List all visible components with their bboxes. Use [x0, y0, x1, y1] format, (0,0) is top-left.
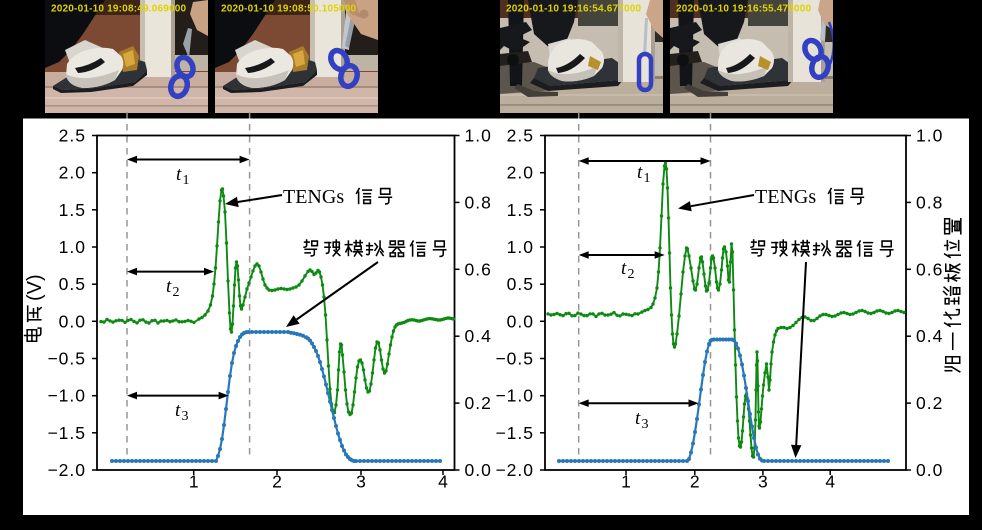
svg-text:2020-01-10 19:08:49.069000: 2020-01-10 19:08:49.069000 [51, 4, 187, 15]
svg-text:3: 3 [642, 417, 649, 432]
svg-text:1.0: 1.0 [916, 126, 943, 146]
svg-text:0.0: 0.0 [507, 311, 534, 331]
svg-text:2020-01-10 19:16:54.677000: 2020-01-10 19:16:54.677000 [506, 4, 642, 15]
svg-text:1.0: 1.0 [507, 237, 534, 257]
svg-text:TENGs: TENGs [755, 186, 816, 208]
svg-text:2.0: 2.0 [507, 163, 534, 183]
svg-text:−1.0: −1.0 [495, 386, 534, 406]
svg-text:−0.5: −0.5 [47, 349, 86, 369]
svg-text:1: 1 [644, 171, 651, 186]
svg-text:−1.0: −1.0 [47, 386, 86, 406]
svg-text:2: 2 [628, 267, 635, 282]
svg-text:0.5: 0.5 [507, 274, 534, 294]
svg-text:0.0: 0.0 [916, 460, 943, 480]
svg-text:0.4: 0.4 [465, 326, 492, 346]
svg-text:2020-01-10 19:16:55.476000: 2020-01-10 19:16:55.476000 [676, 4, 812, 15]
svg-text:0.2: 0.2 [916, 393, 943, 413]
svg-text:0.8: 0.8 [465, 192, 492, 212]
svg-text:1: 1 [621, 472, 631, 492]
svg-text:t: t [176, 164, 182, 185]
svg-text:0.6: 0.6 [465, 259, 492, 279]
svg-text:t: t [175, 400, 181, 421]
svg-text:1.5: 1.5 [507, 200, 534, 220]
svg-text:t: t [621, 258, 627, 279]
svg-text:2: 2 [173, 285, 180, 300]
svg-text:0.4: 0.4 [916, 326, 943, 346]
svg-text:0.0: 0.0 [465, 460, 492, 480]
svg-text:0.0: 0.0 [59, 311, 86, 331]
svg-text:0.5: 0.5 [59, 274, 86, 294]
svg-text:−1.5: −1.5 [47, 423, 86, 443]
svg-text:2020-01-10 19:08:50.105000: 2020-01-10 19:08:50.105000 [221, 4, 357, 15]
svg-text:0.6: 0.6 [916, 259, 943, 279]
svg-text:1: 1 [183, 173, 190, 188]
svg-text:(V): (V) [24, 274, 46, 301]
svg-text:1.5: 1.5 [59, 200, 86, 220]
svg-text:2.0: 2.0 [59, 163, 86, 183]
svg-text:−0.5: −0.5 [495, 349, 534, 369]
svg-text:−2.0: −2.0 [47, 460, 86, 480]
svg-text:t: t [166, 276, 172, 297]
svg-text:3: 3 [182, 409, 189, 424]
svg-text:0.8: 0.8 [916, 192, 943, 212]
svg-text:3: 3 [356, 472, 366, 492]
svg-text:1.0: 1.0 [465, 126, 492, 146]
svg-text:4: 4 [825, 472, 835, 492]
svg-text:1.0: 1.0 [59, 237, 86, 257]
svg-text:2.5: 2.5 [59, 126, 86, 146]
svg-text:2.5: 2.5 [507, 126, 534, 146]
svg-text:4: 4 [438, 472, 448, 492]
svg-text:1: 1 [189, 472, 199, 492]
svg-text:0.2: 0.2 [465, 393, 492, 413]
svg-text:−2.0: −2.0 [495, 460, 534, 480]
svg-text:−1.5: −1.5 [495, 423, 534, 443]
svg-text:t: t [637, 162, 643, 183]
svg-text:2: 2 [272, 472, 282, 492]
svg-text:TENGs: TENGs [283, 186, 344, 208]
svg-text:3: 3 [758, 472, 768, 492]
svg-text:t: t [635, 408, 641, 429]
svg-text:2: 2 [690, 472, 700, 492]
